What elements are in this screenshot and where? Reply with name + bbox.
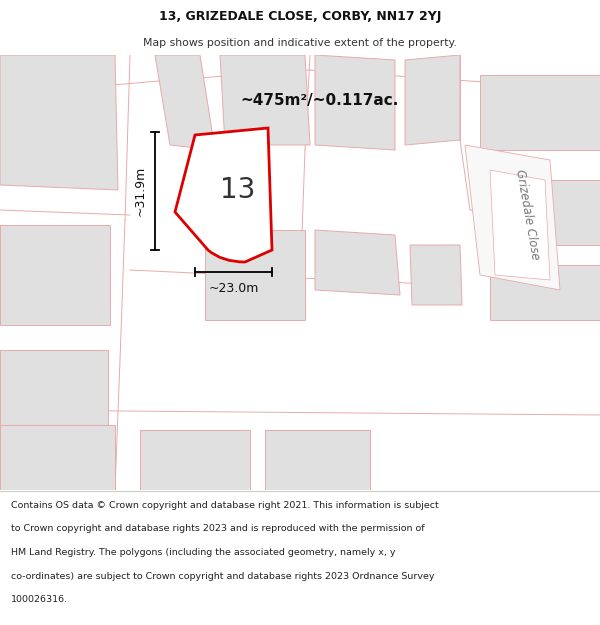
Polygon shape: [490, 170, 550, 280]
PathPatch shape: [175, 128, 272, 262]
Text: Contains OS data © Crown copyright and database right 2021. This information is : Contains OS data © Crown copyright and d…: [11, 501, 439, 510]
Polygon shape: [0, 350, 108, 440]
Text: Grizedale Close: Grizedale Close: [512, 169, 541, 261]
Text: 100026316.: 100026316.: [11, 595, 68, 604]
Polygon shape: [315, 230, 400, 295]
Text: ~23.0m: ~23.0m: [208, 282, 259, 295]
Polygon shape: [0, 225, 110, 325]
Polygon shape: [405, 55, 460, 145]
Polygon shape: [265, 430, 370, 490]
Polygon shape: [480, 180, 600, 245]
Text: co-ordinates) are subject to Crown copyright and database rights 2023 Ordnance S: co-ordinates) are subject to Crown copyr…: [11, 572, 434, 581]
Polygon shape: [0, 425, 115, 490]
Polygon shape: [490, 265, 600, 320]
Text: 13, GRIZEDALE CLOSE, CORBY, NN17 2YJ: 13, GRIZEDALE CLOSE, CORBY, NN17 2YJ: [159, 10, 441, 23]
Polygon shape: [480, 75, 600, 150]
Text: HM Land Registry. The polygons (including the associated geometry, namely x, y: HM Land Registry. The polygons (includin…: [11, 548, 395, 557]
Polygon shape: [220, 55, 310, 145]
Polygon shape: [315, 55, 395, 150]
Polygon shape: [410, 245, 462, 305]
Polygon shape: [205, 230, 305, 320]
Polygon shape: [0, 55, 118, 190]
Text: to Crown copyright and database rights 2023 and is reproduced with the permissio: to Crown copyright and database rights 2…: [11, 524, 424, 533]
Polygon shape: [140, 430, 250, 490]
Text: Map shows position and indicative extent of the property.: Map shows position and indicative extent…: [143, 39, 457, 49]
Text: ~31.9m: ~31.9m: [134, 166, 147, 216]
Polygon shape: [465, 145, 560, 290]
Text: ~475m²/~0.117ac.: ~475m²/~0.117ac.: [240, 92, 398, 108]
Text: 13: 13: [220, 176, 256, 204]
Polygon shape: [155, 55, 215, 150]
